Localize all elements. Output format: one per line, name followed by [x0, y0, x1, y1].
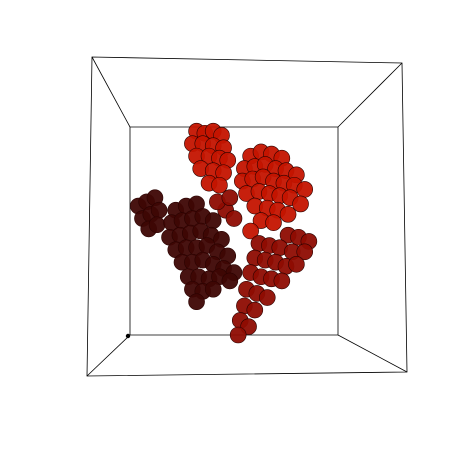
point: [258, 289, 276, 306]
point: [221, 272, 239, 290]
point: [229, 326, 247, 344]
point: [296, 181, 314, 198]
point: [246, 301, 264, 319]
point: [265, 214, 282, 231]
origin-dot: [125, 333, 131, 339]
point: [204, 212, 222, 229]
point: [225, 210, 243, 227]
point: [148, 216, 166, 234]
point: [204, 280, 222, 298]
point: [221, 189, 239, 207]
point: [150, 201, 168, 219]
point: [242, 222, 259, 240]
point: [279, 206, 297, 223]
points: [130, 122, 318, 344]
point: [211, 176, 228, 194]
point: [292, 195, 309, 213]
point: [296, 243, 314, 261]
point: [273, 272, 291, 290]
box-frame: [86, 56, 408, 377]
box-edge: [337, 62, 403, 128]
point: [288, 255, 305, 273]
box-edge: [86, 334, 131, 377]
box-edge: [337, 334, 408, 373]
point: [188, 293, 205, 311]
box-edge: [91, 56, 131, 128]
